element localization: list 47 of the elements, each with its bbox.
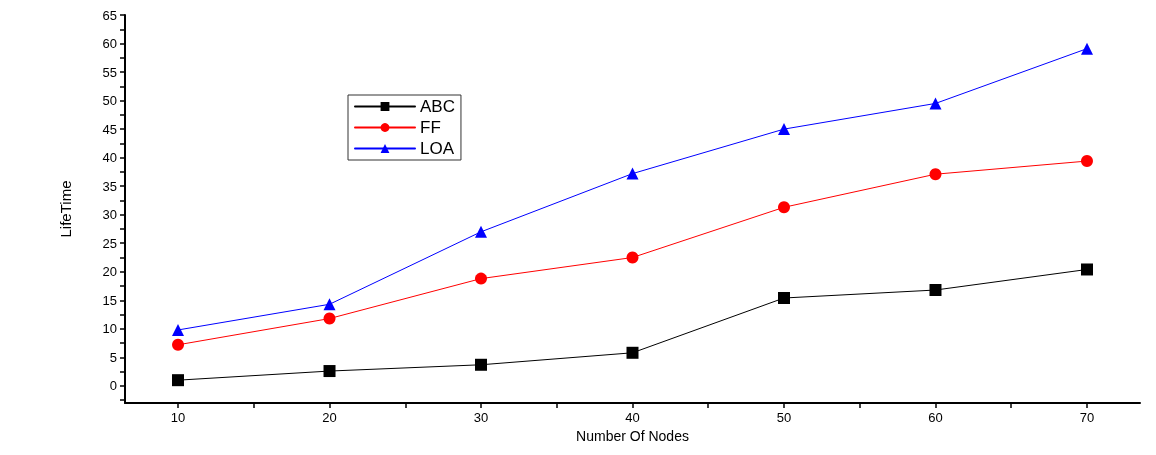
y-tick-label: 35 [102, 178, 117, 194]
x-tick-label: 40 [625, 410, 640, 425]
y-tick-label: 55 [102, 64, 117, 80]
y-tick-label: 0 [109, 378, 117, 394]
point [626, 251, 639, 264]
point [1080, 155, 1093, 168]
y-tick-label: 5 [109, 349, 117, 365]
point [778, 201, 790, 214]
point [929, 97, 942, 110]
point [929, 284, 942, 297]
y-tick-label: 50 [102, 93, 117, 109]
y-tick-label: 40 [102, 150, 117, 166]
point [475, 225, 488, 238]
legend-label: LOA [420, 139, 455, 158]
x-tick-label: 30 [473, 410, 489, 425]
y-tick-label: 45 [102, 121, 117, 137]
point [929, 168, 942, 181]
x-tick-label: 20 [322, 410, 337, 425]
point [323, 365, 336, 378]
x-tick-label: 70 [1079, 410, 1095, 425]
x-tick-label: 60 [928, 410, 943, 425]
y-tick-label: 60 [102, 36, 117, 52]
legend-label: FF [420, 118, 441, 137]
point [323, 312, 336, 325]
point [323, 298, 336, 311]
point [475, 358, 488, 371]
y-tick-label: 25 [102, 235, 117, 251]
point [475, 272, 488, 285]
y-tick-label: 20 [102, 264, 117, 280]
y-tick-label: 15 [102, 292, 117, 308]
x-tick-label: 50 [776, 410, 792, 425]
x-axis-title: Number Of Nodes [576, 427, 689, 444]
y-tick-label: 30 [102, 207, 117, 223]
point [172, 374, 185, 387]
x-tick-label: 10 [170, 410, 186, 425]
point [626, 346, 639, 359]
point [1080, 42, 1093, 55]
y-tick-label: 10 [102, 321, 117, 337]
point [777, 123, 790, 136]
point [172, 338, 185, 351]
point [1080, 263, 1093, 276]
legend-label: ABC [420, 97, 455, 116]
point [777, 292, 790, 305]
y-tick-label: 65 [102, 7, 117, 23]
y-axis-title: LifeTime [57, 180, 74, 238]
point [626, 167, 639, 180]
point [172, 323, 185, 336]
